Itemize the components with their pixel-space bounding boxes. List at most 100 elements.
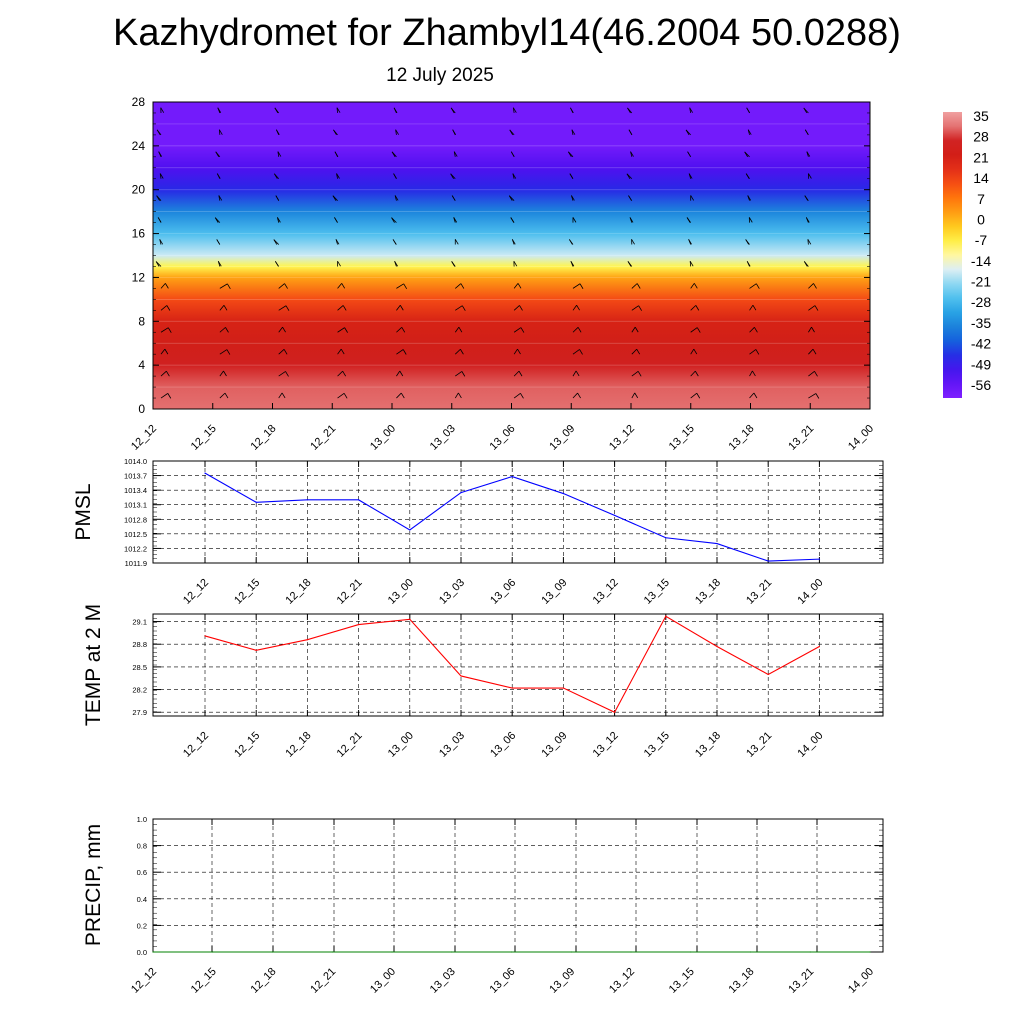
temp-panel-data-point [511,687,513,689]
wind-barb-shaft [160,370,167,377]
wind-barb-shaft [454,348,461,355]
temp-panel: 29.1 28.8 28.5 28.2 27.9 12_12 12_15 12_18 12_21… [82,604,884,760]
wind-barb-feather [401,327,406,333]
temp-panel-frame [152,613,884,717]
wind-barb-shaft [396,349,404,355]
wind-barb-shaft [690,392,698,399]
precip-panel-data-point [212,951,214,953]
wind-barb-feather [393,107,398,113]
wind-barb-feather [812,348,817,355]
pmsl-panel-x-tick-label: 13_15 [642,577,672,607]
colorbar-label: -21 [971,274,991,290]
wind-barb-feather [458,326,463,333]
wind-barb-feather [754,327,758,333]
wind-barb-feather [336,173,340,179]
wind-barb-shaft [455,305,463,311]
wind-barb-feather [285,371,289,377]
temp-panel-data-point [614,711,616,713]
wind-barb-feather [454,239,459,245]
wind-barb-feather [158,151,162,157]
temp-panel-y-tick-label: 28.8 [132,640,147,649]
wind-barb-feather [517,348,521,355]
wind-barb-feather [402,349,407,355]
wind-barb-shaft [808,283,814,289]
wind-barb-feather [745,239,749,245]
wind-barb-feather [744,151,748,158]
wind-barb-feather [393,173,397,179]
wind-barb-feather [753,392,758,399]
wind-barb-feather [693,348,698,355]
wind-barb-feather [636,349,641,355]
wind-barb-feather [571,195,575,201]
wind-barb-feather [518,370,523,377]
wind-barb-feather [694,370,699,377]
temp-panel-x-tick-label: 12_15 [232,730,262,760]
pmsl-panel-data-point [460,491,462,494]
wind-barb-feather [746,261,751,267]
wind-barb-feather [747,129,752,135]
wind-barb-shaft [513,392,521,399]
wind-barb-feather [690,195,695,201]
colorbar-label: 21 [973,149,989,165]
pmsl-panel-data-point [665,537,667,539]
wind-barb-feather [756,283,760,289]
wind-barb-feather [461,305,466,311]
wind-barb-shaft [808,326,812,333]
temp-panel-x-tick-label: 13_03 [437,730,467,760]
wind-barb-feather [572,217,577,223]
wind-barb-feather [273,173,278,179]
wind-barb-feather [746,107,751,114]
wind-barb-feather [804,195,809,201]
wind-barb-feather [403,283,408,290]
precip-panel-data-point [510,951,513,953]
pmsl-panel-x-tick-label: 13_12 [591,577,621,607]
wind-barb-shaft [513,370,520,377]
wind-barb-feather [745,173,750,179]
wind-barb-feather [577,327,582,333]
wind-barb-feather [688,239,692,245]
wind-barb-feather [274,261,279,267]
wind-barb-feather [696,393,701,399]
wind-barb-feather [808,173,812,179]
wind-barb-feather [637,371,642,377]
precip-panel-x-tick-label: 13_03 [428,966,458,996]
precip-panel-frame [152,818,884,953]
wind-barb-feather [628,129,633,135]
wind-barb-feather [511,239,516,245]
colorbar-label: -35 [971,315,991,331]
wind-barb-shaft [808,393,817,399]
wind-barb-shaft [219,327,226,333]
temp-panel-data-point [767,673,769,676]
wind-barb-feather [685,129,690,136]
wind-barb-shaft [513,283,519,289]
wind-barb-feather [451,195,456,201]
pmsl-panel-y-tick-label: 1012.8 [124,515,147,524]
wind-barb-feather [343,393,348,399]
temp-panel-data-point [306,639,308,641]
precip-panel-y-tick-label: 0.2 [137,921,147,930]
wind-barb-feather [167,393,172,399]
temp-panel-y-tick-label: 27.9 [132,708,147,717]
wind-barb-shaft [572,304,577,311]
pmsl-panel-y-tick-label: 1013.4 [124,486,147,495]
wind-barb-feather [634,326,639,333]
precip-panel-data-point [331,951,333,953]
colorbar-label: -49 [971,356,991,372]
wind-barb-feather [579,349,583,355]
wind-barb-feather [687,151,691,157]
wind-barb-feather [631,239,635,245]
wind-barb-shaft [631,283,638,289]
wind-barb-feather [277,151,282,157]
wind-barb-feather [755,349,760,355]
wind-barb-feather [395,129,399,135]
wind-barb-feather [689,261,694,267]
wind-barb-feather [391,151,396,158]
wind-barb-feather [217,107,222,113]
precip-panel-data-point [690,951,692,953]
temp-panel-data-point [716,645,718,648]
wind-barb-feather [274,107,279,114]
wind-barb-feather [156,195,160,201]
heatmap-x-tick-label: 14_00 [846,423,876,453]
wind-barb-shaft [749,283,757,289]
